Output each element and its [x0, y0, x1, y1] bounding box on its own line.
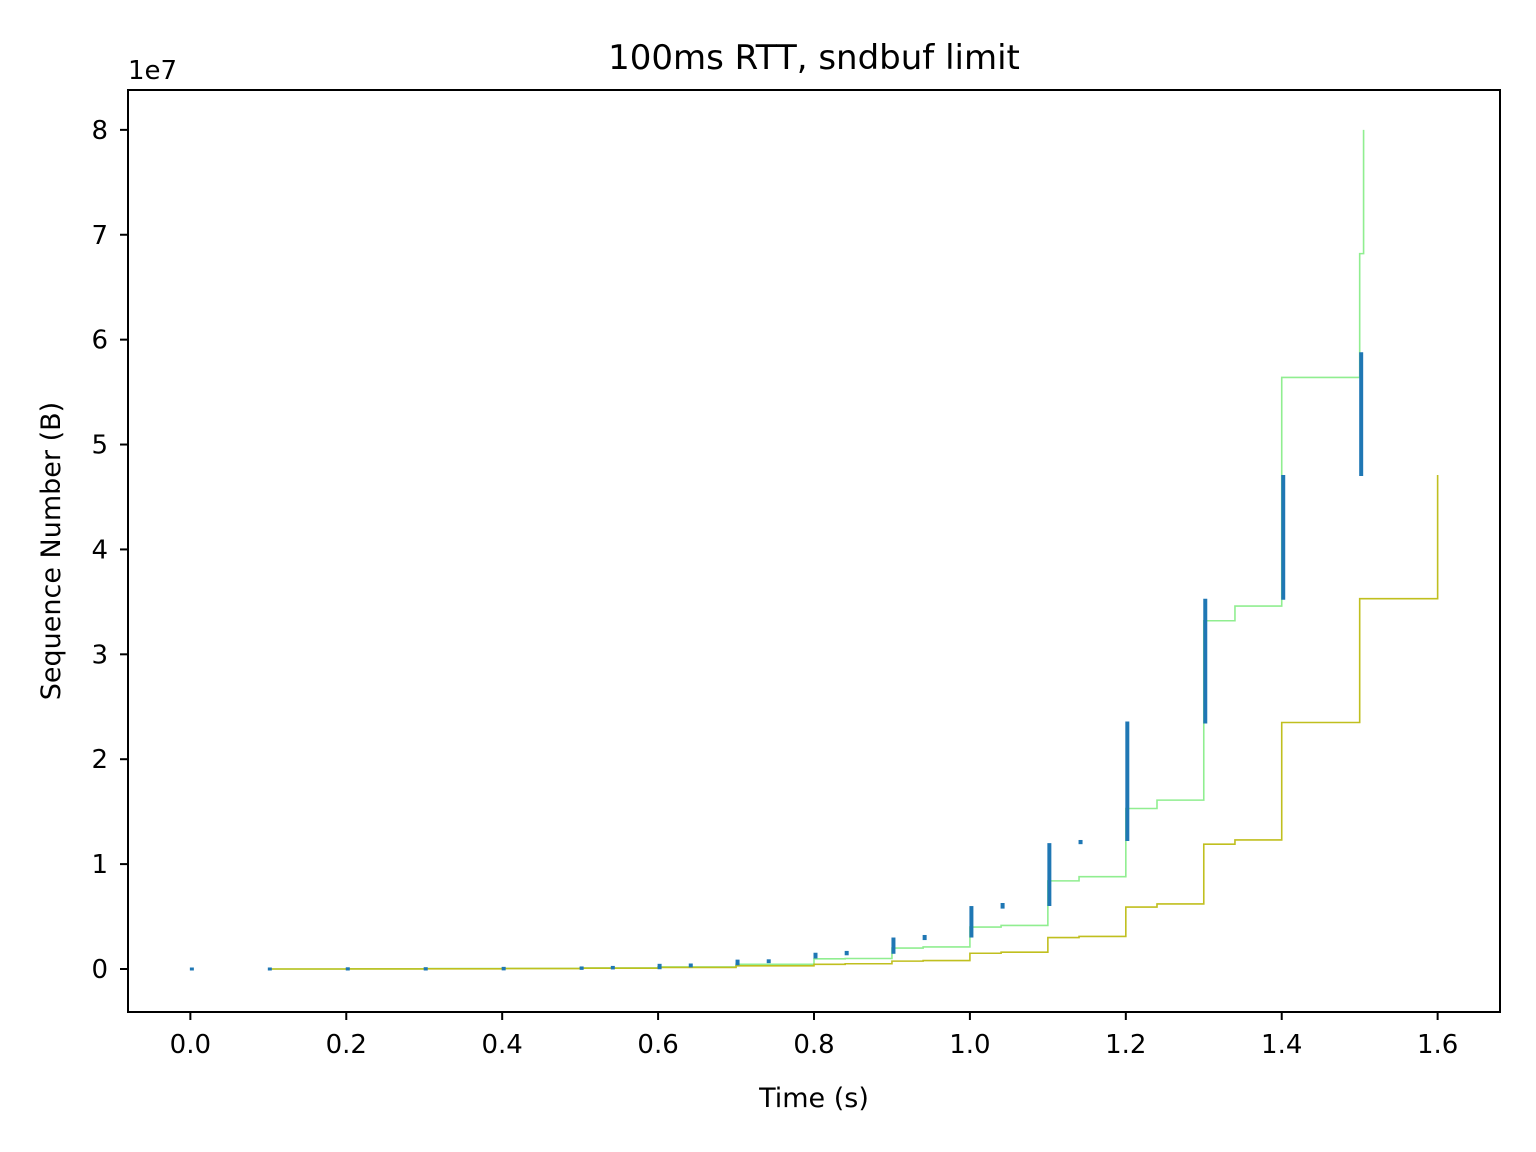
x-tick-label: 0.4 — [482, 1030, 523, 1060]
series-line-1 — [268, 474, 1439, 970]
y-tick-label: 2 — [91, 745, 108, 775]
y-tick-label: 7 — [91, 221, 108, 251]
y-tick-label: 0 — [91, 955, 108, 985]
x-tick-label: 0.0 — [170, 1030, 211, 1060]
y-tick-label: 1 — [91, 850, 108, 880]
series-group — [189, 129, 1439, 971]
axis-ticks: 0.0 0.2 0.4 0.6 0.8 1.0 1.2 1.4 1.6 0 1 2 3 4 5 6 7 8 — [91, 116, 1458, 1060]
plot-area — [189, 129, 1439, 971]
x-tick-label: 1.6 — [1417, 1030, 1458, 1060]
x-axis-label: Time (s) — [758, 1083, 869, 1114]
y-tick-label: 3 — [91, 640, 108, 670]
y-tick-label: 5 — [91, 431, 108, 461]
series-line-0 — [268, 129, 1365, 970]
x-tick-label: 1.2 — [1105, 1030, 1146, 1060]
y-tick-label: 4 — [91, 535, 108, 565]
y-axis-label: Sequence Number (B) — [36, 402, 67, 700]
y-tick-label: 8 — [91, 116, 108, 146]
y-tick-label: 6 — [91, 326, 108, 356]
x-tick-label: 1.0 — [949, 1030, 990, 1060]
x-tick-label: 1.4 — [1261, 1030, 1302, 1060]
x-tick-label: 0.2 — [326, 1030, 367, 1060]
chart-title: 100ms RTT, sndbuf limit — [608, 38, 1020, 78]
plot-frame — [127, 89, 1501, 1013]
y-offset-label: 1e7 — [128, 56, 177, 86]
x-tick-label: 0.6 — [637, 1030, 678, 1060]
x-tick-label: 0.8 — [793, 1030, 834, 1060]
